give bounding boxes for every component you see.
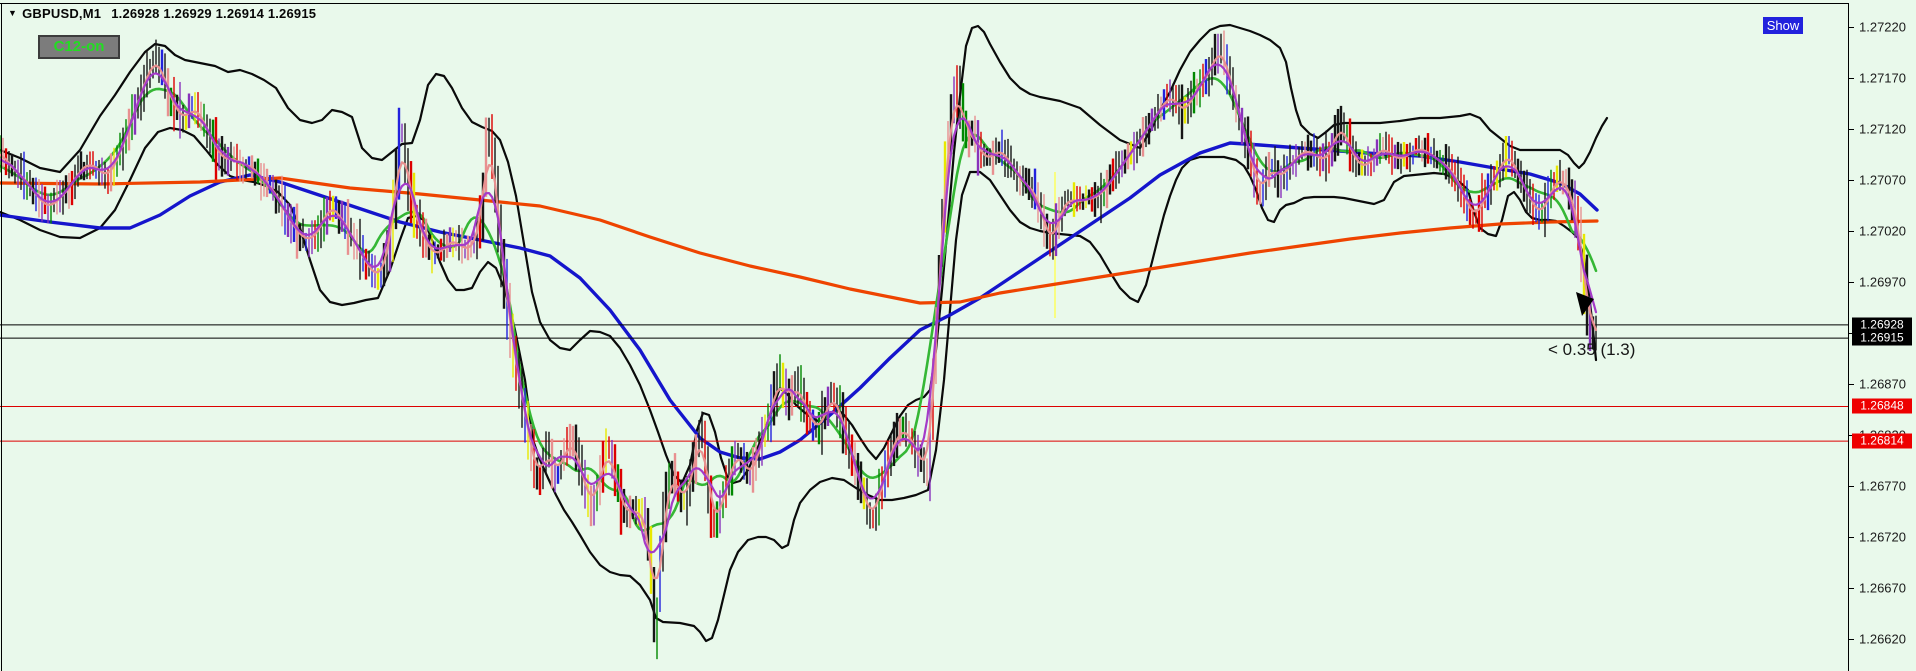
axis-tick-mark: [1849, 180, 1854, 181]
axis-tick-label: 1.27220: [1859, 19, 1906, 35]
slower_ma_orange-line: [0, 176, 1599, 305]
show-button[interactable]: Show: [1763, 17, 1803, 34]
level-price-tag: 1.26814: [1852, 433, 1912, 449]
axis-tick-mark: [1849, 384, 1854, 385]
ratio-annotation: < 0.35 (1.3): [1548, 340, 1636, 359]
axis-tick-mark: [1849, 78, 1854, 79]
axis-tick-mark: [1849, 27, 1854, 28]
symbol-label: GBPUSD,M1: [22, 6, 102, 21]
chart-svg: [0, 23, 1848, 660]
axis-tick-label: 1.26670: [1859, 580, 1906, 596]
plot-border-top: [0, 3, 1849, 4]
plot-border-left: [1, 3, 2, 671]
axis-tick-mark: [1849, 129, 1854, 130]
fast_ma_magenta-line: [0, 63, 1598, 554]
sell-arrow-icon: [1576, 292, 1594, 316]
axis-tick-label: 1.27020: [1859, 223, 1906, 239]
axis-tick-label: 1.27170: [1859, 70, 1906, 86]
axis-tick-mark: [1849, 639, 1854, 640]
symbol-ohlc-label: ▼ GBPUSD,M1 1.26928 1.26929 1.26914 1.2691…: [8, 6, 316, 21]
plot-border-right: [1848, 3, 1849, 671]
axis-tick-mark: [1849, 435, 1854, 436]
axis-tick-mark: [1849, 231, 1854, 232]
axis-tick-mark: [1849, 588, 1854, 589]
axis-tick-label: 1.27070: [1859, 172, 1906, 188]
price-chart-canvas[interactable]: [0, 0, 1849, 671]
axis-tick-mark: [1849, 333, 1854, 334]
c12-toggle-button[interactable]: C12-on: [38, 35, 120, 59]
axis-tick-label: 1.26970: [1859, 274, 1906, 290]
axis-tick-mark: [1849, 537, 1854, 538]
slow_ma_blue-line: [0, 141, 1599, 461]
axis-tick-mark: [1849, 486, 1854, 487]
bid-price-tag: 1.26928: [1852, 317, 1912, 333]
axis-tick-label: 1.26620: [1859, 631, 1906, 647]
axis-tick-label: 1.26770: [1859, 478, 1906, 494]
price-axis[interactable]: 1.27220 1.27170 1.27120 1.27070 1.27020 1.269…: [1849, 0, 1916, 671]
fast_ma_salmon-line: [0, 55, 1598, 580]
level-price-tag: 1.26848: [1852, 398, 1912, 414]
chevron-down-icon: ▼: [8, 8, 18, 18]
axis-tick-label: 1.26870: [1859, 376, 1906, 392]
line-price-tag: 1.26915: [1852, 330, 1912, 346]
ohlc-quotes-label: 1.26928 1.26929 1.26914 1.26915: [111, 6, 317, 21]
axis-tick-label: 1.27120: [1859, 121, 1906, 137]
axis-tick-label: 1.26720: [1859, 529, 1906, 545]
axis-tick-mark: [1849, 282, 1854, 283]
